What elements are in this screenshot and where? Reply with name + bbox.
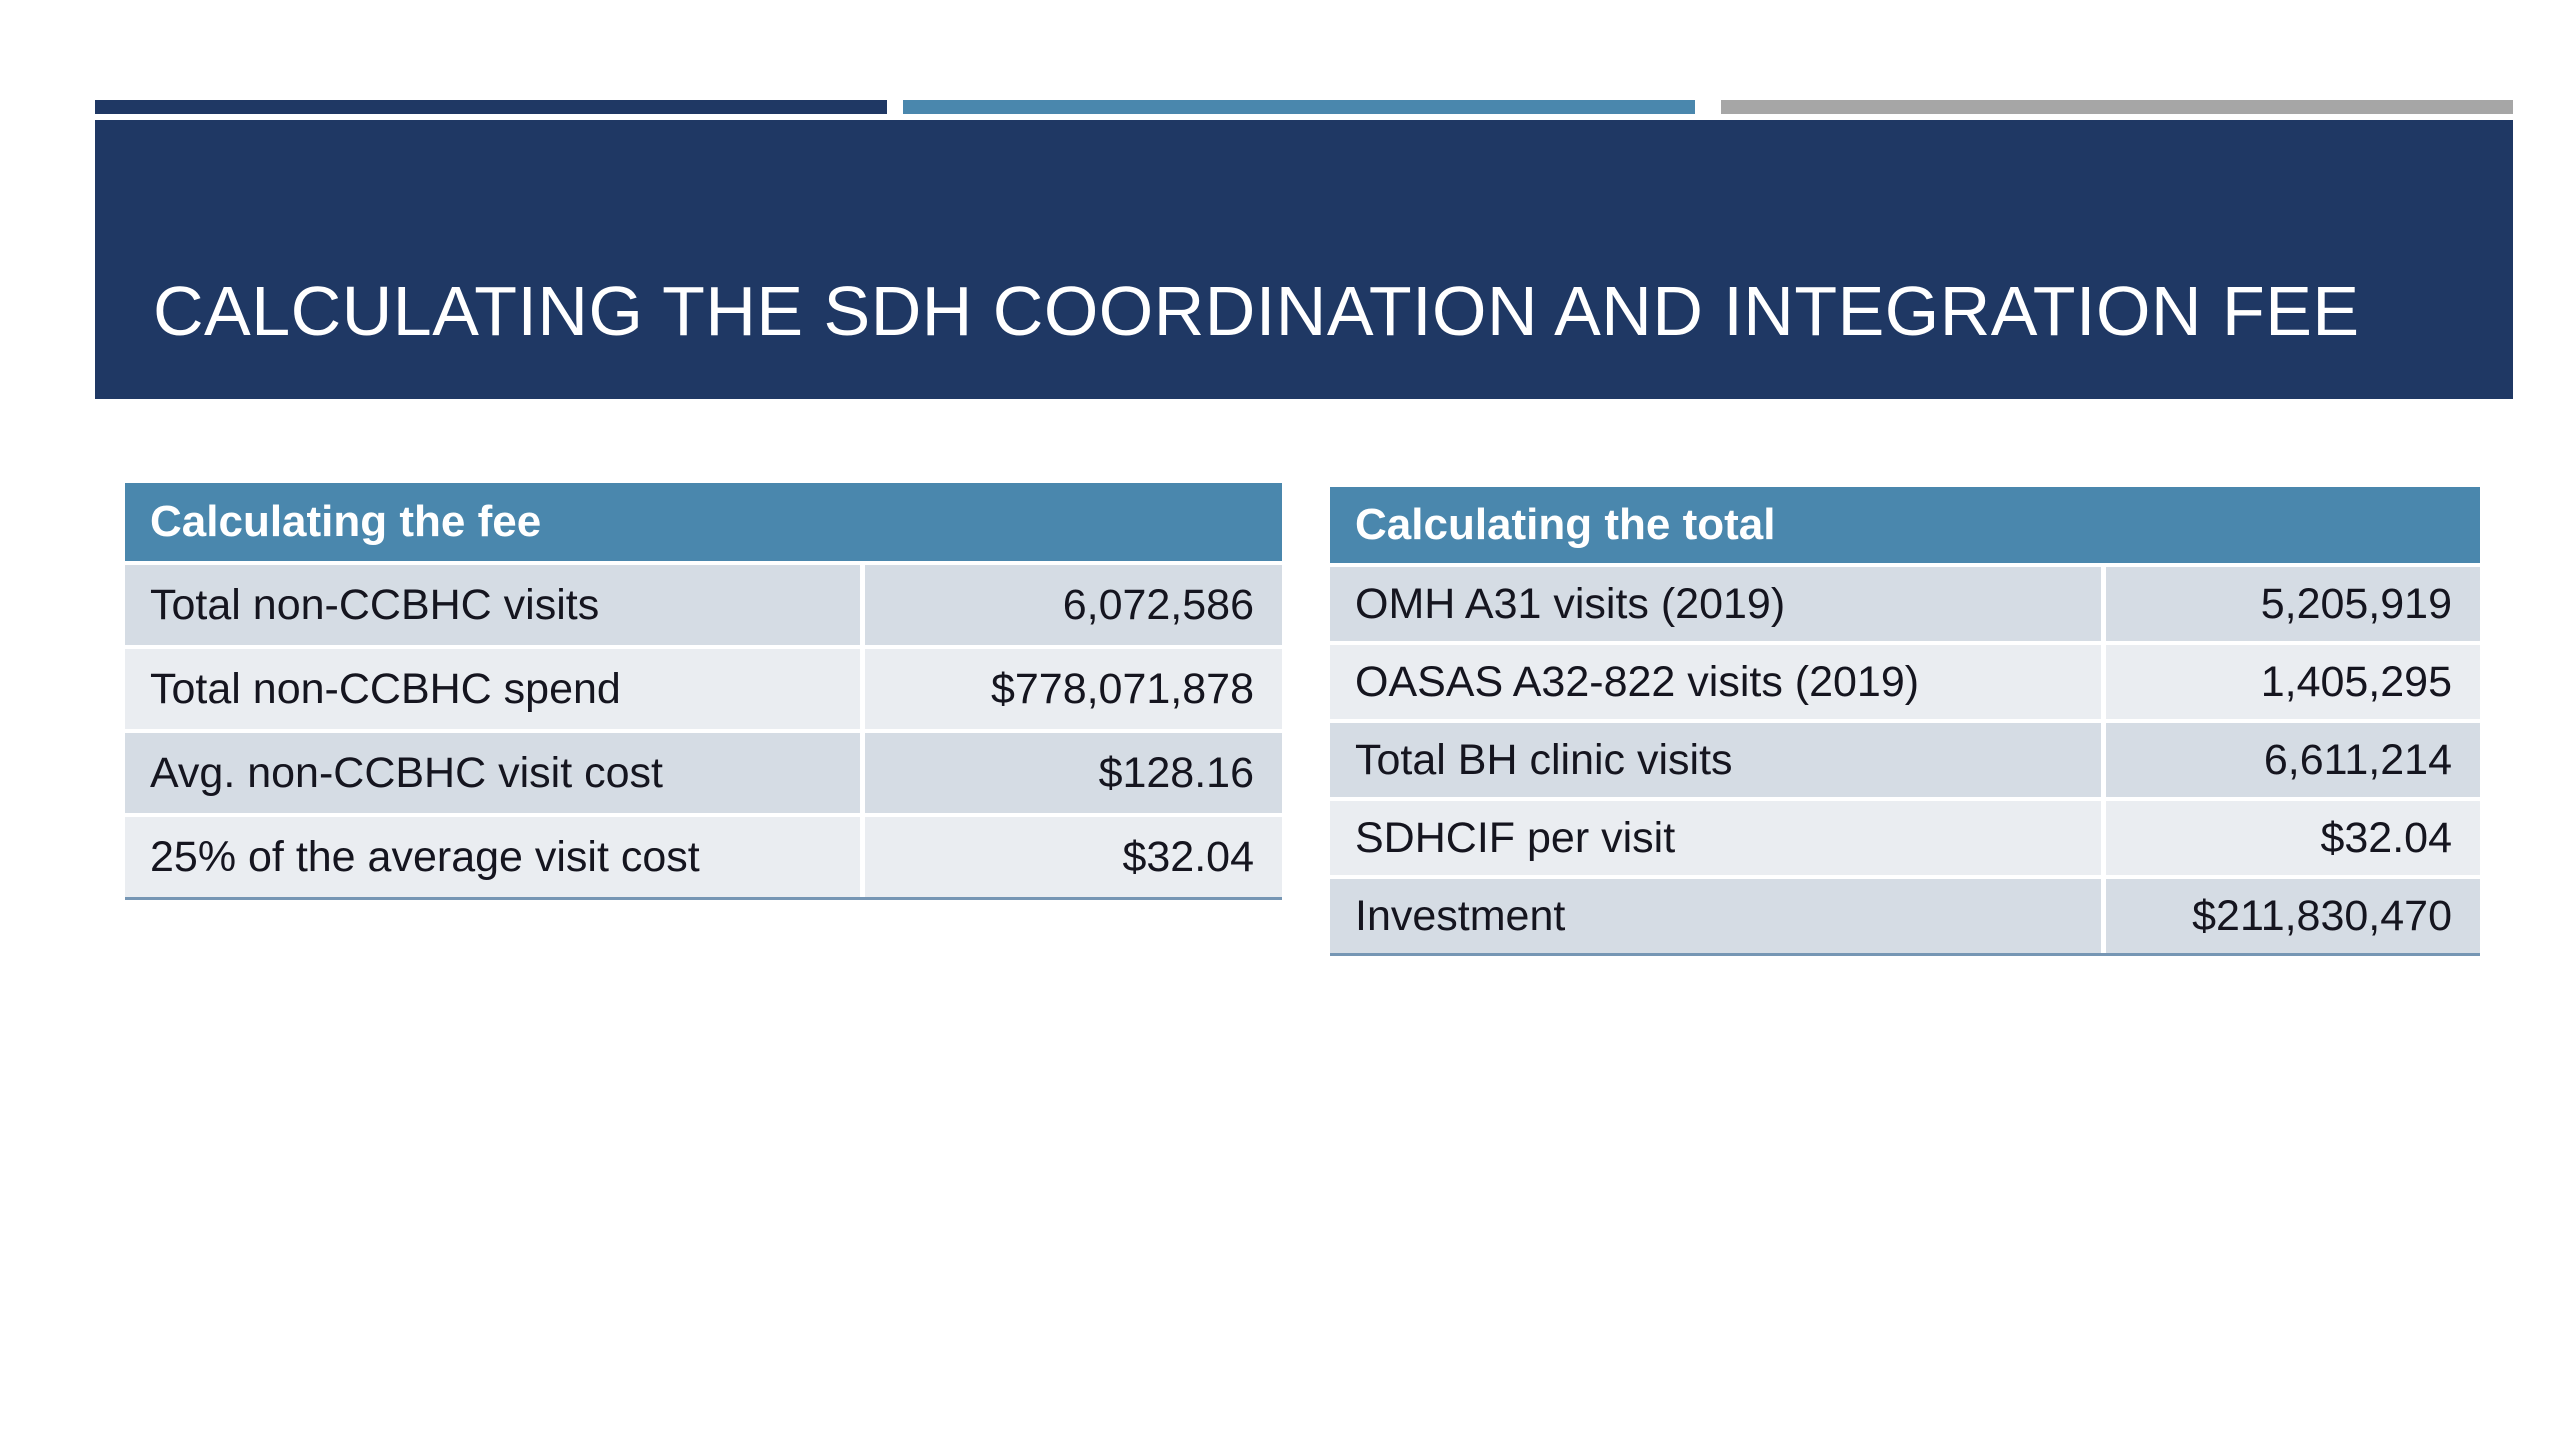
row-label: Investment bbox=[1355, 891, 1566, 940]
row-value: $128.16 bbox=[859, 733, 1282, 813]
row-label: Total BH clinic visits bbox=[1355, 735, 1733, 784]
total-table: Calculating the total OMH A31 visits (20… bbox=[1330, 487, 2480, 956]
table-row: 25% of the average visit cost $32.04 bbox=[125, 813, 1282, 897]
title-banner: CALCULATING THE SDH COORDINATION AND INT… bbox=[95, 120, 2513, 399]
row-value: $32.04 bbox=[2100, 801, 2481, 875]
row-label: Total non-CCBHC visits bbox=[150, 580, 600, 629]
total-table-header: Calculating the total bbox=[1330, 487, 2480, 563]
row-label: Avg. non-CCBHC visit cost bbox=[150, 748, 663, 797]
table-row: Total BH clinic visits 6,611,214 bbox=[1330, 719, 2480, 797]
table-row: Avg. non-CCBHC visit cost $128.16 bbox=[125, 729, 1282, 813]
row-value: 5,205,919 bbox=[2100, 567, 2481, 641]
row-label: OMH A31 visits (2019) bbox=[1355, 579, 1786, 628]
fee-table: Calculating the fee Total non-CCBHC visi… bbox=[125, 483, 1282, 900]
table-row: Total non-CCBHC visits 6,072,586 bbox=[125, 561, 1282, 645]
fee-table-header: Calculating the fee bbox=[125, 483, 1282, 561]
row-label: OASAS A32-822 visits (2019) bbox=[1355, 657, 1920, 706]
slide-title: CALCULATING THE SDH COORDINATION AND INT… bbox=[153, 272, 2360, 350]
table-row: Investment $211,830,470 bbox=[1330, 875, 2480, 953]
accent-segment-gray bbox=[1721, 100, 2513, 114]
table-row: SDHCIF per visit $32.04 bbox=[1330, 797, 2480, 875]
table-row: OMH A31 visits (2019) 5,205,919 bbox=[1330, 563, 2480, 641]
table-row: Total non-CCBHC spend $778,071,878 bbox=[125, 645, 1282, 729]
row-value: $211,830,470 bbox=[2100, 879, 2481, 953]
top-accent-bar bbox=[95, 100, 2513, 114]
row-label: Total non-CCBHC spend bbox=[150, 664, 621, 713]
row-value: 6,072,586 bbox=[859, 565, 1282, 645]
table-row: OASAS A32-822 visits (2019) 1,405,295 bbox=[1330, 641, 2480, 719]
row-label: SDHCIF per visit bbox=[1355, 813, 1676, 862]
row-label: 25% of the average visit cost bbox=[150, 832, 700, 881]
accent-segment-navy bbox=[95, 100, 887, 114]
row-value: $32.04 bbox=[859, 817, 1282, 897]
row-value: $778,071,878 bbox=[859, 649, 1282, 729]
row-value: 6,611,214 bbox=[2100, 723, 2481, 797]
accent-segment-blue bbox=[903, 100, 1695, 114]
row-value: 1,405,295 bbox=[2100, 645, 2481, 719]
